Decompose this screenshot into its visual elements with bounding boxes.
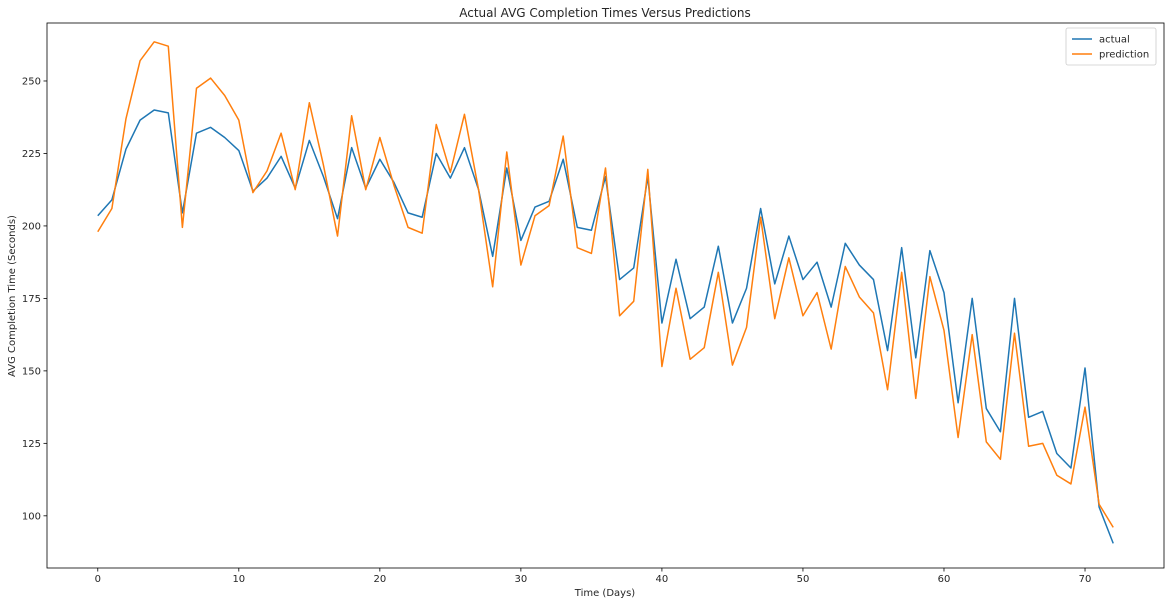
series-line-actual: [97, 109, 1114, 544]
plot-background: [47, 23, 1164, 568]
legend: actual prediction: [1065, 27, 1157, 66]
series-layer: [97, 41, 1114, 544]
y-tick-label: 150: [22, 366, 41, 377]
plot-area: [46, 22, 1165, 569]
series-line-prediction: [97, 41, 1114, 528]
x-axis: 0 10 20 30 40 50 60 70: [95, 568, 1092, 585]
x-tick-label: 60: [938, 574, 951, 585]
y-tick-label: 250: [22, 76, 41, 87]
legend-label-prediction: prediction: [1099, 50, 1149, 61]
y-axis: 100 125 150 175 200 225 250: [22, 76, 47, 522]
y-axis-title: AVG Completion Time (Seconds): [7, 215, 18, 377]
x-axis-title: Time (Days): [574, 588, 636, 599]
x-tick-label: 20: [373, 574, 386, 585]
chart-title: Actual AVG Completion Times Versus Predi…: [459, 6, 751, 20]
x-tick-label: 50: [797, 574, 810, 585]
x-tick-label: 10: [232, 574, 245, 585]
x-tick-label: 40: [656, 574, 669, 585]
plot-frame: [46, 22, 1165, 569]
y-tick-label: 100: [22, 511, 41, 522]
legend-label-actual: actual: [1099, 35, 1130, 46]
legend-box: [1065, 27, 1157, 66]
y-tick-label: 225: [22, 149, 41, 160]
y-tick-label: 175: [22, 294, 41, 305]
x-tick-label: 70: [1079, 574, 1092, 585]
x-tick-label: 0: [95, 574, 101, 585]
y-tick-label: 125: [22, 439, 41, 450]
x-tick-label: 30: [515, 574, 528, 585]
y-tick-label: 200: [22, 221, 41, 232]
